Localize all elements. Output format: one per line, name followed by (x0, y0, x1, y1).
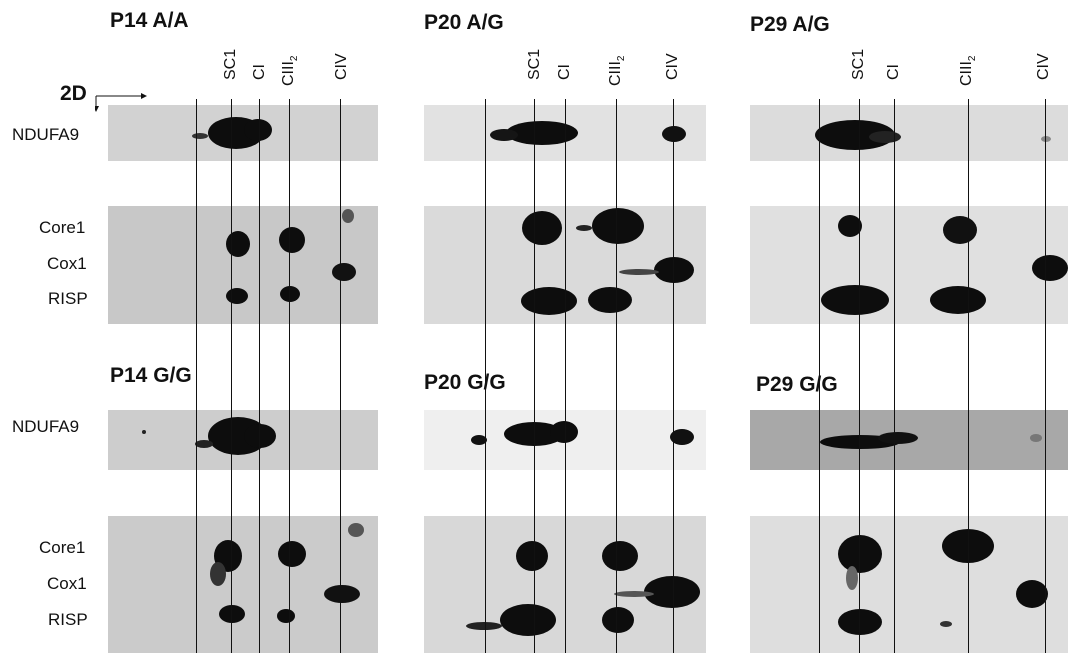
col-label-civ: CIV (664, 53, 681, 80)
col-label-civ: CIV (1035, 53, 1052, 80)
col-label-ci: CI (885, 64, 902, 80)
blot-p29-ag-ndufa9 (750, 105, 1068, 161)
row-label-risp: RISP (48, 289, 88, 308)
blot-p29-gg-ndufa9 (750, 410, 1068, 470)
axis-arrow-icon (95, 93, 147, 112)
row-label-ndufa9: NDUFA9 (12, 125, 80, 144)
panel-title-p14-gg: P14 G/G (110, 364, 192, 387)
blot-p20-ag-ndufa9 (424, 105, 706, 161)
blot-p29-ag-complexes (750, 206, 1068, 324)
row-label-cox1: Cox1 (47, 574, 87, 593)
row-label-core1: Core1 (39, 218, 86, 237)
row-label-ndufa9: NDUFA9 (12, 417, 80, 436)
col-label-sc1: SC1 (222, 48, 239, 80)
col-label-ciii2: CIII2 (958, 55, 979, 86)
panel-title-p29-ag: P29 A/G (750, 13, 830, 36)
col-label-ciii2: CIII2 (607, 55, 628, 86)
blot-p14-gg-ndufa9 (108, 410, 378, 470)
blot-p14-gg-complexes (108, 516, 378, 653)
blot-p14-aa-ndufa9 (108, 105, 378, 161)
panel-title-p29-gg: P29 G/G (756, 373, 838, 396)
col-label-sc1: SC1 (526, 48, 543, 80)
row-label-core1: Core1 (39, 538, 86, 557)
col-label-ci: CI (251, 64, 268, 80)
row-label-risp: RISP (48, 610, 88, 629)
axis-label-2d: 2D (60, 82, 87, 105)
row-label-cox1: Cox1 (47, 254, 87, 273)
col-label-ciii2: CIII2 (280, 55, 301, 86)
panel-title-p20-ag: P20 A/G (424, 11, 504, 34)
blot-p29-gg-complexes (750, 516, 1068, 653)
col-label-civ: CIV (333, 53, 350, 80)
col-label-sc1: SC1 (850, 48, 867, 80)
panel-title-p14-aa: P14 A/A (110, 9, 189, 32)
panel-title-p20-gg: P20 G/G (424, 371, 506, 394)
blot-p14-aa-complexes (108, 206, 378, 324)
col-label-ci: CI (556, 64, 573, 80)
